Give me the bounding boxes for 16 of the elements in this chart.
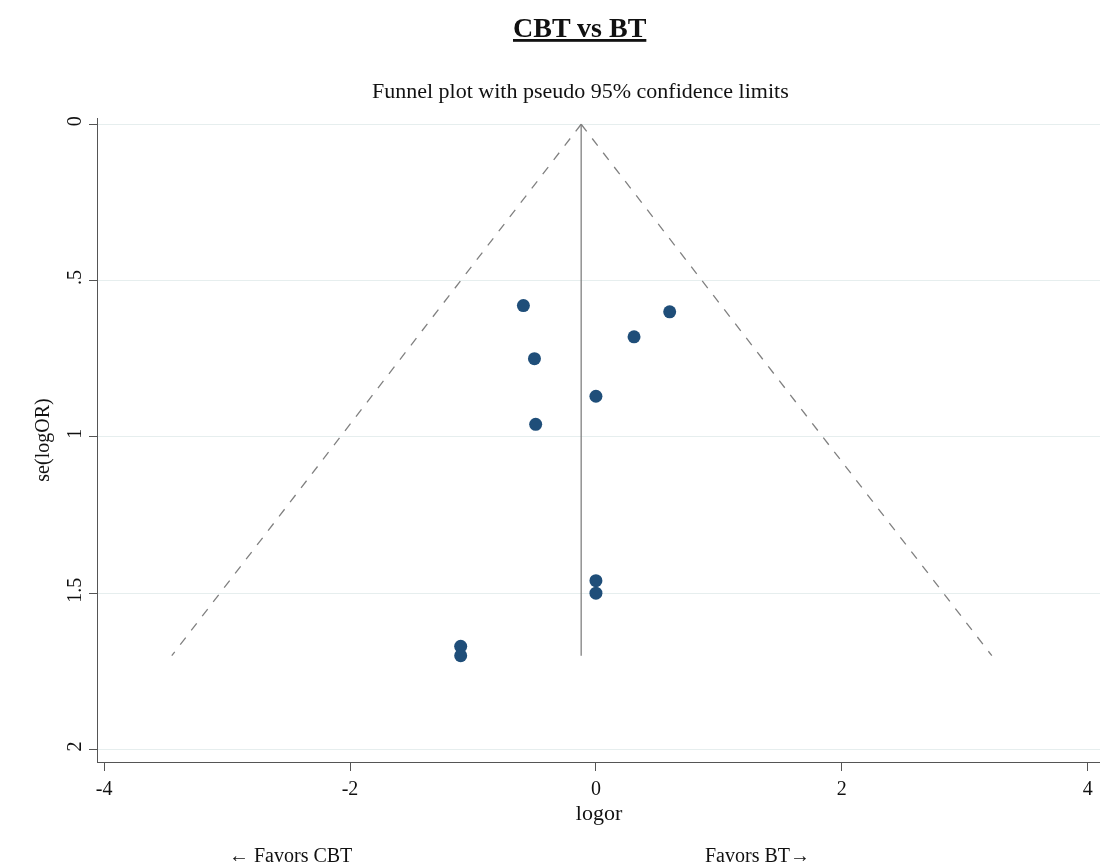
y-axis-title: se(logOR) [30, 398, 54, 482]
y-tick-label: 0 [63, 116, 85, 127]
y-tick-label: 1.5 [63, 577, 85, 603]
y-tick-label: 1 [63, 428, 85, 439]
x-tick-label: 4 [1082, 777, 1093, 799]
text: Favors BT→ [705, 844, 810, 866]
chart-subtitle: Funnel plot with pseudo 95% confidence limits [372, 78, 789, 103]
text: ← Favors CBT [229, 844, 353, 866]
x-tick-label: -4 [95, 777, 113, 799]
y-tick-label: 2 [63, 741, 85, 752]
x-tick-label: 0 [590, 777, 601, 799]
chart-title: CBT vs BT [513, 12, 647, 43]
y-tick-label: .5 [63, 270, 85, 286]
x-axis-title: logor [575, 799, 623, 825]
x-tick-label: -2 [341, 777, 359, 799]
x-tick-label: 2 [836, 777, 847, 799]
